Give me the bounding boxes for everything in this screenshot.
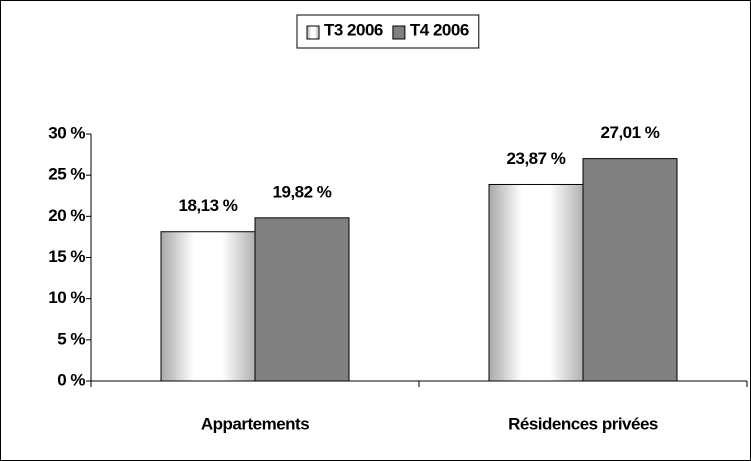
y-tick-label: 30 % [48,123,85,142]
y-tick-label: 25 % [48,165,85,184]
bar [488,183,584,382]
value-label: 19,82 % [273,182,332,201]
value-label: 27,01 % [601,123,660,142]
x-tick-label: Résidences privées [508,414,658,433]
y-tick-label: 0 % [57,370,85,389]
legend-label: T3 2006 [324,20,383,39]
x-tick-label: Appartements [201,414,309,433]
legend-box [296,14,480,49]
legend-label: T4 2006 [410,20,469,39]
legend-swatch [392,25,406,40]
y-tick-label: 15 % [48,247,85,266]
legend-swatch [306,25,320,40]
value-label: 23,87 % [507,149,566,168]
y-tick-label: 10 % [48,288,85,307]
value-label: 18,13 % [179,196,238,215]
bar [254,217,350,382]
bar [160,231,256,382]
y-tick-label: 20 % [48,206,85,225]
y-tick-label: 5 % [57,329,85,348]
bar [582,158,678,382]
